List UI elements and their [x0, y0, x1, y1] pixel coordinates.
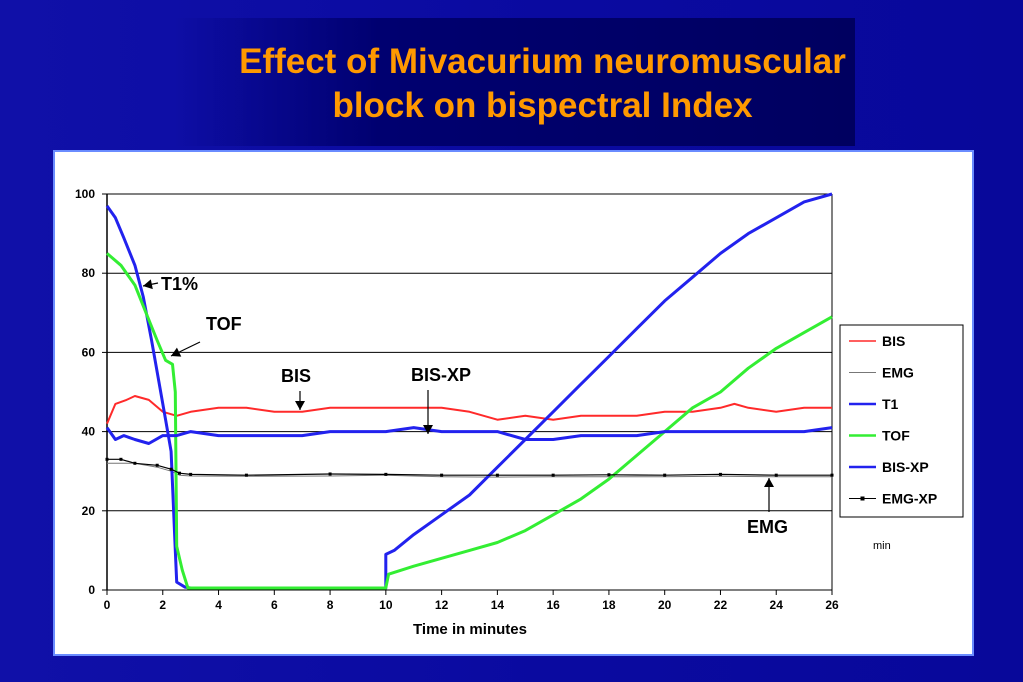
series-line-emg	[107, 462, 832, 478]
series-line-bis	[106, 395, 832, 425]
legend-label-t1: T1	[882, 396, 899, 412]
slide-title-line1: Effect of Mivacurium neuromuscular	[239, 42, 846, 81]
legend-marker-emg-xp	[860, 496, 865, 501]
title-band	[175, 18, 855, 146]
x-tick-label-0: 0	[104, 598, 111, 612]
series-marker-emg-xp	[718, 472, 722, 476]
series-marker-emg-xp	[189, 472, 193, 476]
series-marker-emg-xp	[105, 457, 109, 461]
series-line-emg-xp	[107, 458, 832, 476]
series-marker-emg-xp	[155, 463, 159, 467]
series-marker-emg-xp	[830, 473, 834, 477]
series-marker-emg-xp	[133, 461, 137, 465]
x-tick-label-6: 6	[271, 598, 278, 612]
series-marker-emg-xp	[244, 473, 248, 477]
x-tick-label-24: 24	[770, 598, 784, 612]
y-tick-label-0: 0	[88, 583, 95, 597]
slide-title: Effect of Mivacurium neuromuscular block…	[175, 40, 910, 128]
series-marker-emg-xp	[551, 473, 555, 477]
series-lines	[105, 192, 834, 590]
legend-label-tof: TOF	[882, 428, 910, 444]
y-tick-label-20: 20	[82, 504, 96, 518]
annotation-arrow-head	[295, 401, 305, 410]
series-marker-emg-xp	[495, 473, 499, 477]
chart-panel	[53, 150, 974, 656]
x-tick-label-16: 16	[546, 598, 560, 612]
grid-lines	[107, 193, 832, 591]
annotation-arrow-head	[143, 279, 153, 290]
series-marker-emg-xp	[663, 473, 667, 477]
annotation-arrow-head	[764, 478, 774, 487]
slide-title-line2: block on bispectral Index	[332, 86, 753, 125]
x-tick-label-26: 26	[825, 598, 839, 612]
series-marker-emg-xp	[119, 457, 123, 461]
x-tick-label-18: 18	[602, 598, 616, 612]
annotations: T1% TOF BIS BIS-XP EMG	[142, 274, 788, 537]
annotation-t1-: T1%	[161, 274, 198, 294]
series-marker-emg-xp	[384, 472, 388, 476]
axes	[102, 193, 833, 595]
annotation-arrow-head	[423, 425, 433, 434]
series-marker-emg-xp	[178, 471, 181, 475]
series-marker-emg-xp	[774, 473, 778, 477]
legend-label-bis-xp: BIS-XP	[882, 459, 929, 475]
x-tick-label-22: 22	[714, 598, 728, 612]
x-tick-label-20: 20	[658, 598, 672, 612]
x-tick-label-12: 12	[435, 598, 449, 612]
annotation-arrow-head	[171, 347, 182, 357]
x-tick-label-8: 8	[327, 598, 334, 612]
y-tick-label-80: 80	[82, 266, 96, 280]
legend: BIS EMG T1 TOF BIS-XP EMG-XP	[839, 324, 964, 518]
y-tick-label-40: 40	[82, 425, 96, 439]
legend-box	[839, 324, 964, 518]
unit-label: min	[873, 540, 891, 552]
y-tick-label-60: 60	[82, 345, 96, 359]
x-tick-label-10: 10	[379, 598, 393, 612]
series-marker-emg-xp	[328, 472, 332, 476]
annotation-bis: BIS	[281, 366, 311, 386]
series-marker-emg-xp	[607, 473, 611, 477]
legend-label-bis: BIS	[882, 333, 905, 349]
legend-label-emg: EMG	[882, 365, 914, 381]
x-tick-label-4: 4	[215, 598, 222, 612]
series-marker-emg-xp	[169, 467, 173, 471]
annotation-bis-xp: BIS-XP	[411, 365, 471, 385]
series-line-t1	[105, 192, 833, 590]
series-line-tof	[106, 252, 833, 590]
y-tick-label-100: 100	[75, 187, 95, 201]
legend-label-emg-xp: EMG-XP	[882, 491, 937, 507]
annotation-tof: TOF	[206, 314, 242, 334]
series-line-bis-xp	[105, 426, 833, 445]
annotation-emg: EMG	[747, 517, 788, 537]
x-axis-label: Time in minutes	[413, 621, 527, 638]
x-tick-label-14: 14	[491, 598, 505, 612]
series-marker-emg-xp	[440, 473, 444, 477]
x-tick-label-2: 2	[159, 598, 166, 612]
